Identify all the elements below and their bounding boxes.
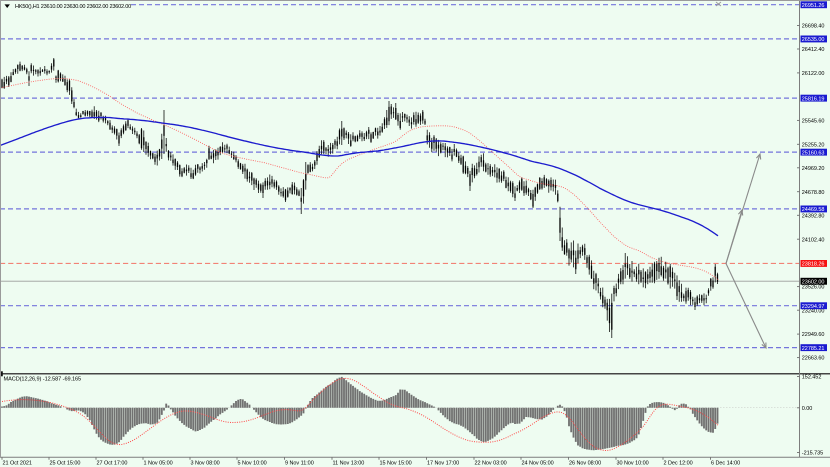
svg-text:24969.20: 24969.20 bbox=[802, 166, 825, 172]
svg-text:25545.60: 25545.60 bbox=[802, 119, 825, 125]
svg-text:9 Nov 11:00: 9 Nov 11:00 bbox=[285, 460, 314, 466]
svg-text:24102.40: 24102.40 bbox=[802, 237, 825, 243]
svg-text:25 Oct 15:00: 25 Oct 15:00 bbox=[50, 460, 81, 466]
svg-text:26951.26: 26951.26 bbox=[802, 3, 825, 9]
svg-text:23240.00: 23240.00 bbox=[802, 308, 825, 314]
svg-text:17 Nov 17:00: 17 Nov 17:00 bbox=[427, 460, 459, 466]
svg-text:24 Nov 05:00: 24 Nov 05:00 bbox=[522, 460, 554, 466]
svg-text:26122.00: 26122.00 bbox=[802, 71, 825, 77]
svg-text:5 Nov 10:00: 5 Nov 10:00 bbox=[238, 460, 267, 466]
svg-text:15 Nov 15:00: 15 Nov 15:00 bbox=[380, 460, 412, 466]
svg-text:MACD(12,26,9) -12.587 -69.165: MACD(12,26,9) -12.587 -69.165 bbox=[4, 377, 82, 383]
svg-text:23294.97: 23294.97 bbox=[802, 304, 825, 310]
svg-text:23602.00: 23602.00 bbox=[802, 279, 825, 285]
svg-text:26535.00: 26535.00 bbox=[802, 37, 825, 43]
svg-text:21 Oct 2021: 21 Oct 2021 bbox=[3, 460, 32, 466]
svg-text:26 Nov 08:00: 26 Nov 08:00 bbox=[569, 460, 601, 466]
svg-text:11 Nov 13:00: 11 Nov 13:00 bbox=[333, 460, 365, 466]
svg-text:24469.58: 24469.58 bbox=[802, 207, 825, 213]
svg-text:22 Nov 03:00: 22 Nov 03:00 bbox=[475, 460, 507, 466]
svg-text:152.452: 152.452 bbox=[802, 375, 822, 381]
svg-text:27 Oct 17:00: 27 Oct 17:00 bbox=[97, 460, 128, 466]
svg-text:25255.20: 25255.20 bbox=[802, 142, 825, 148]
svg-text:24392.80: 24392.80 bbox=[802, 213, 825, 219]
svg-text:23526.00: 23526.00 bbox=[802, 285, 825, 291]
svg-text:2 Dec 12:00: 2 Dec 12:00 bbox=[664, 460, 693, 466]
svg-text:HK50(),H1 23610.00 23630.00 2: HK50(),H1 23610.00 23630.00 23602.00 236… bbox=[15, 4, 131, 10]
svg-text:23818.26: 23818.26 bbox=[802, 262, 825, 268]
svg-text:22949.60: 22949.60 bbox=[802, 332, 825, 338]
svg-text:25160.63: 25160.63 bbox=[802, 150, 825, 156]
svg-text:3 Nov 08:00: 3 Nov 08:00 bbox=[191, 460, 220, 466]
svg-text:24678.80: 24678.80 bbox=[802, 190, 825, 196]
svg-text:1 Nov 05:00: 1 Nov 05:00 bbox=[144, 460, 173, 466]
svg-text:25816.19: 25816.19 bbox=[802, 96, 825, 102]
svg-text:0.00: 0.00 bbox=[802, 406, 813, 412]
svg-text:26698.40: 26698.40 bbox=[802, 24, 825, 30]
svg-text:-215.735: -215.735 bbox=[802, 451, 823, 457]
svg-text:22663.60: 22663.60 bbox=[802, 356, 825, 362]
svg-text:22785.21: 22785.21 bbox=[802, 346, 825, 352]
svg-text:30 Nov 10:00: 30 Nov 10:00 bbox=[617, 460, 649, 466]
svg-text:26412.40: 26412.40 bbox=[802, 47, 825, 53]
svg-text:6 Dec 14:00: 6 Dec 14:00 bbox=[711, 460, 740, 466]
